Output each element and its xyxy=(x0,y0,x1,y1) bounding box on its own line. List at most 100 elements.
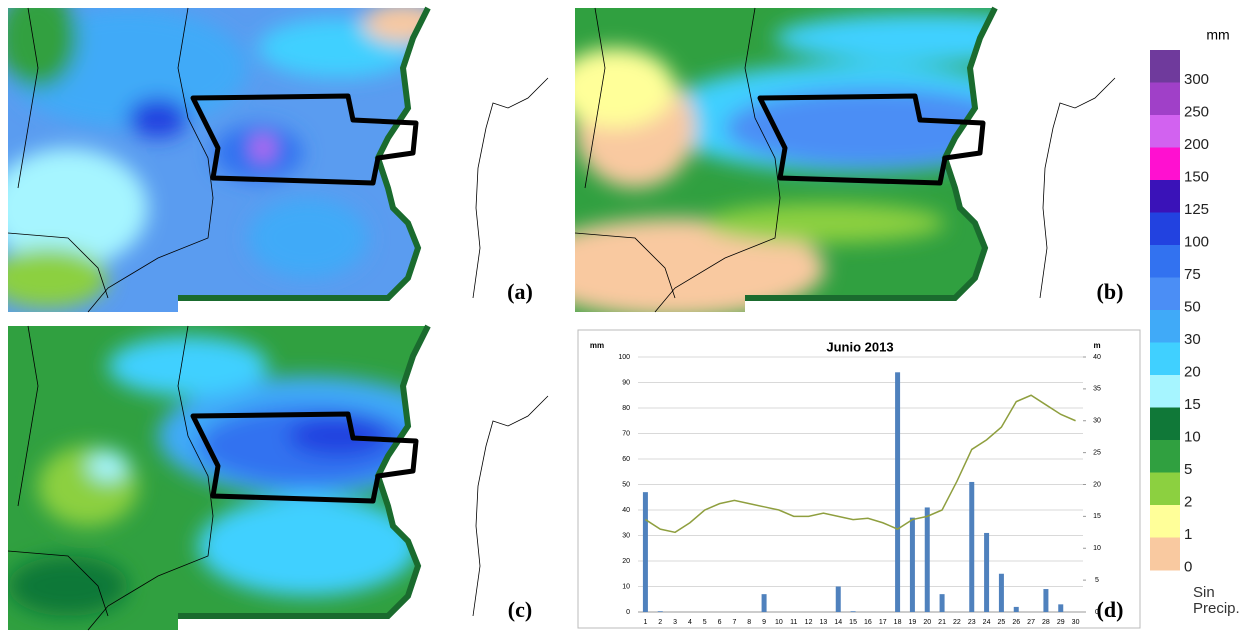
figure: 0102030405060708090100051015202530354012… xyxy=(0,0,1255,631)
figure-canvas: 0102030405060708090100051015202530354012… xyxy=(0,0,1255,631)
precip-area xyxy=(88,451,128,481)
legend-label: 50 xyxy=(1184,298,1201,315)
panel-label: (a) xyxy=(507,279,533,304)
bar xyxy=(851,611,856,612)
y-tick-label: 90 xyxy=(622,379,630,386)
y-tick-label: 20 xyxy=(622,558,630,565)
bar xyxy=(910,518,915,612)
y2-tick-label: 5 xyxy=(1095,577,1099,584)
x-tick-label: 20 xyxy=(923,619,931,626)
coastline xyxy=(473,396,548,616)
x-tick-label: 17 xyxy=(879,619,887,626)
legend-swatch xyxy=(1150,245,1180,278)
bar xyxy=(658,611,663,612)
bar xyxy=(940,594,945,612)
x-tick-label: 24 xyxy=(983,619,991,626)
bar xyxy=(762,594,767,612)
bar xyxy=(969,482,974,612)
legend-label: 30 xyxy=(1184,331,1201,348)
coastline xyxy=(473,78,548,298)
bar xyxy=(643,492,648,612)
legend-swatch xyxy=(1150,278,1180,311)
bar xyxy=(1014,607,1019,612)
y-tick-label: 30 xyxy=(622,532,630,539)
legend-swatch xyxy=(1150,375,1180,408)
y-tick-label: 10 xyxy=(622,583,630,590)
x-tick-label: 2 xyxy=(658,619,662,626)
y-tick-label: 100 xyxy=(618,354,630,361)
legend-swatch xyxy=(1150,83,1180,116)
y2-tick-label: 10 xyxy=(1093,545,1101,552)
x-tick-label: 12 xyxy=(805,619,813,626)
legend: 3002502001501251007550302015105210 xyxy=(1150,50,1209,575)
legend-swatch xyxy=(1150,213,1180,246)
x-tick-label: 25 xyxy=(998,619,1006,626)
precip-area xyxy=(8,556,128,616)
x-tick-label: 4 xyxy=(688,619,692,626)
panel-label: (d) xyxy=(1097,597,1124,622)
x-tick-label: 27 xyxy=(1027,619,1035,626)
x-tick-label: 28 xyxy=(1042,619,1050,626)
y-tick-label: 60 xyxy=(622,456,630,463)
x-tick-label: 8 xyxy=(747,619,751,626)
legend-swatch xyxy=(1150,505,1180,538)
precip-area xyxy=(253,136,273,160)
x-tick-label: 29 xyxy=(1057,619,1065,626)
legend-unit: mm xyxy=(1206,27,1229,43)
y2-tick-label: 30 xyxy=(1093,418,1101,425)
y-tick-label: 50 xyxy=(622,481,630,488)
legend-note: Sin Precip. xyxy=(1193,585,1237,617)
precip-area xyxy=(288,416,388,456)
x-tick-label: 13 xyxy=(820,619,828,626)
legend-swatch xyxy=(1150,343,1180,376)
y2-tick-label: 15 xyxy=(1093,513,1101,520)
bar xyxy=(1043,589,1048,612)
precip-area xyxy=(363,3,443,43)
x-tick-label: 9 xyxy=(762,619,766,626)
x-tick-label: 3 xyxy=(673,619,677,626)
legend-swatch xyxy=(1150,538,1180,571)
chart-frame xyxy=(578,330,1140,628)
x-tick-label: 22 xyxy=(953,619,961,626)
map-panel xyxy=(525,8,1075,318)
x-tick-label: 30 xyxy=(1072,619,1080,626)
chart-title: Junio 2013 xyxy=(826,339,893,354)
legend-label: 20 xyxy=(1184,363,1201,380)
x-tick-label: 23 xyxy=(968,619,976,626)
legend-swatch xyxy=(1150,148,1180,181)
y-axis-label: mm xyxy=(590,341,604,350)
legend-label: 0 xyxy=(1184,558,1192,575)
legend-label: 10 xyxy=(1184,428,1201,445)
panel-label: (b) xyxy=(1097,279,1124,304)
x-tick-label: 16 xyxy=(864,619,872,626)
y2-tick-label: 40 xyxy=(1093,354,1101,361)
coastline xyxy=(1040,78,1115,298)
precip-area xyxy=(128,98,188,138)
bar xyxy=(999,574,1004,612)
y-tick-label: 0 xyxy=(626,609,630,616)
y-tick-label: 80 xyxy=(622,405,630,412)
x-tick-label: 1 xyxy=(643,619,647,626)
y-tick-label: 40 xyxy=(622,507,630,514)
y-tick-label: 70 xyxy=(622,430,630,437)
precip-area xyxy=(555,48,675,128)
x-tick-label: 6 xyxy=(718,619,722,626)
legend-swatch xyxy=(1150,180,1180,213)
y2-axis-label: m xyxy=(1093,341,1100,350)
x-tick-label: 11 xyxy=(790,619,797,626)
precip-area xyxy=(108,336,268,396)
x-tick-label: 21 xyxy=(938,619,946,626)
y2-tick-label: 35 xyxy=(1093,386,1101,393)
legend-swatch xyxy=(1150,440,1180,473)
legend-swatch xyxy=(1150,115,1180,148)
legend-label: 300 xyxy=(1184,71,1209,88)
precip-area xyxy=(705,203,945,243)
legend-label: 100 xyxy=(1184,233,1209,250)
legend-label: 15 xyxy=(1184,396,1201,413)
legend-swatch xyxy=(1150,50,1180,83)
precip-area xyxy=(198,496,418,596)
panel-label: (c) xyxy=(508,597,532,622)
bar xyxy=(925,507,930,612)
x-tick-label: 15 xyxy=(849,619,857,626)
legend-label: 150 xyxy=(1184,168,1209,185)
